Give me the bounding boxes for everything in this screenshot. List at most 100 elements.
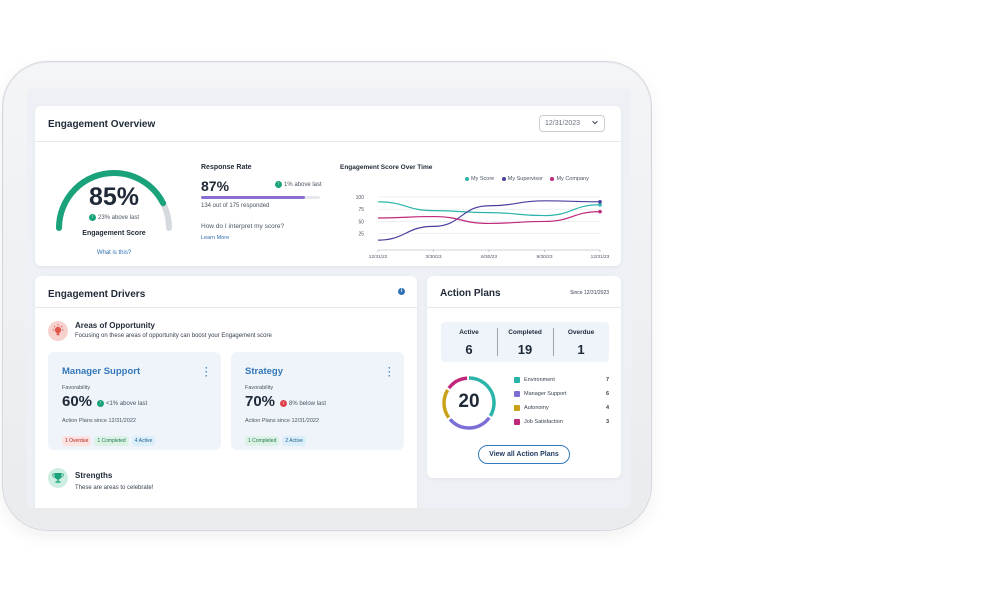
x-tick-label: 9/30/23 [536, 254, 552, 259]
learn-more-link[interactable]: Learn More [201, 235, 230, 241]
legend-item-my-company: My Company [550, 176, 589, 182]
stat-separator [497, 328, 498, 356]
engagement-drivers-card: Engagement Drivers i Areas of Opportunit… [35, 276, 417, 508]
view-all-action-plans-button[interactable]: View all Action Plans [478, 445, 570, 464]
action-plans-label: Action Plans since 12/31/2022 [245, 418, 319, 424]
category-job-satisfaction[interactable]: Job Satisfaction 3 [514, 418, 609, 432]
stat-label: Completed [508, 329, 542, 336]
more-options-icon[interactable]: · · · [388, 363, 391, 381]
gauge-arc [56, 170, 172, 231]
delta-text: <1% above last [106, 401, 148, 408]
donut-segment-environment [442, 376, 496, 430]
overview-divider [35, 141, 621, 142]
category-name: Job Satisfaction [524, 419, 563, 425]
category-manager-support[interactable]: Manager Support 6 [514, 390, 609, 404]
what-is-this-link[interactable]: What is this? [96, 250, 132, 256]
swatch [514, 377, 520, 383]
response-rate-bar [201, 196, 320, 199]
engagement-line-chart: 100 75 50 25 12/31/22 3/30/23 6/30/23 9/30/23 12… [356, 195, 610, 259]
date-select-value: 12/31/2023 [545, 120, 581, 127]
arrow-up-icon: ↑ [275, 181, 282, 188]
donut-segment-manager-support [442, 376, 496, 430]
arrow-up-icon: ↑ [88, 214, 96, 221]
more-options-icon[interactable]: · · · [205, 363, 208, 381]
stat-value: 1 [577, 342, 585, 357]
chart-legend: My Score My Supervisor My Company [465, 176, 595, 182]
chevron-down-icon [592, 120, 598, 125]
opportunity-subtitle: Focusing on these areas of opportunity c… [75, 333, 272, 339]
x-tick-label: 12/31/23 [591, 254, 610, 259]
interpret-question: How do I interpret my score? [201, 223, 285, 230]
stat-completed: Completed 19 [497, 322, 553, 362]
action-plans-divider [427, 307, 621, 308]
stat-value: 6 [465, 342, 473, 357]
legend-item-my-score: My Score [465, 176, 494, 182]
badge-overdue: 1 Overdue [62, 436, 92, 446]
category-autonomy[interactable]: Autonomy 4 [514, 404, 609, 418]
badge-completed: 1 Completed [94, 436, 129, 446]
action-plan-badges: 1 Completed 2 Active [245, 429, 309, 447]
badge-active: 4 Active [131, 436, 156, 446]
response-rate-value: 87% [201, 178, 230, 194]
swatch [514, 391, 520, 397]
since-date: Since 12/31/2023 [570, 290, 609, 296]
category-count: 3 [605, 419, 609, 425]
strengths-title: Strengths [75, 471, 113, 480]
badge-active: 2 Active [282, 436, 306, 446]
series-endpoint-my-score [598, 202, 602, 207]
stat-label: Active [459, 329, 479, 336]
favorability-value: 60% [62, 393, 93, 410]
series-line-my-company [377, 211, 601, 225]
action-plans-title: Action Plans [440, 288, 501, 299]
series-endpoint-my-company [598, 209, 602, 214]
date-select[interactable]: 12/31/2023 [539, 115, 605, 132]
legend-item-my-supervisor: My Supervisor [501, 176, 543, 182]
engagement-score-label: Engagement Score [82, 230, 146, 237]
driver-card-manager-support[interactable]: Manager Support · · · Favorability 60% ↑ <1… [48, 352, 221, 450]
driver-title[interactable]: Manager Support [62, 366, 141, 377]
response-rate-delta: ↑ 1% above last [275, 181, 322, 188]
favorability-delta: ↓ 8% below last [280, 400, 326, 407]
action-plans-label: Action Plans since 12/31/2022 [62, 418, 136, 424]
favorability-delta: ↑ <1% above last [97, 400, 147, 407]
stat-label: Overdue [567, 329, 595, 336]
favorability-label: Favorability [62, 385, 91, 391]
badge-completed: 1 Completed [245, 436, 280, 446]
info-icon[interactable]: i [398, 288, 405, 295]
engagement-overview-card: Engagement Overview 12/31/2023 85% ↑ 23% … [35, 106, 621, 266]
strengths-subtitle: These are areas to celebrate! [75, 485, 154, 491]
engagement-score-value: 85% [88, 183, 140, 211]
response-delta-text: 1% above last [284, 182, 322, 189]
engagement-delta-text: 23% above last [97, 215, 140, 222]
donut-ring [442, 376, 496, 430]
series-line-my-supervisor [377, 200, 601, 241]
tablet-frame: Engagement Overview 12/31/2023 85% ↑ 23% … [2, 61, 652, 531]
action-plan-categories: Environment 7 Manager Support 6 Autonomy 4 … [514, 376, 609, 432]
category-environment[interactable]: Environment 7 [514, 376, 609, 390]
action-plan-stats: Active 6 Completed 19 Overdue 1 [441, 322, 609, 362]
action-plan-badges: 1 Overdue 1 Completed 4 Active [62, 429, 158, 447]
favorability-value: 70% [245, 393, 276, 410]
arrow-up-icon: ↑ [97, 400, 104, 407]
series-endpoint-my-supervisor [598, 200, 602, 204]
series-line-my-score [377, 201, 601, 217]
response-rate-fill [201, 196, 305, 199]
trophy-icon [48, 468, 68, 488]
category-count: 6 [605, 391, 609, 397]
response-count: 134 out of 175 responded [201, 203, 270, 209]
x-tick-label: 6/30/23 [481, 254, 497, 259]
gauge-fill [56, 170, 172, 231]
overview-title: Engagement Overview [48, 119, 156, 130]
category-name: Autonomy [524, 405, 549, 411]
driver-card-strategy[interactable]: Strategy · · · Favorability 70% ↓ 8% below … [231, 352, 404, 450]
stat-overdue: Overdue 1 [553, 322, 609, 362]
driver-title[interactable]: Strategy [245, 366, 284, 377]
response-rate-title: Response Rate [201, 164, 252, 171]
swatch [514, 405, 520, 411]
action-plans-total: 20 [458, 391, 480, 412]
chart-title: Engagement Score Over Time [340, 164, 433, 171]
y-tick-label: 75 [358, 207, 364, 213]
category-name: Manager Support [524, 391, 567, 397]
arrow-down-icon: ↓ [280, 400, 287, 407]
x-tick-label: 12/31/22 [369, 254, 388, 259]
